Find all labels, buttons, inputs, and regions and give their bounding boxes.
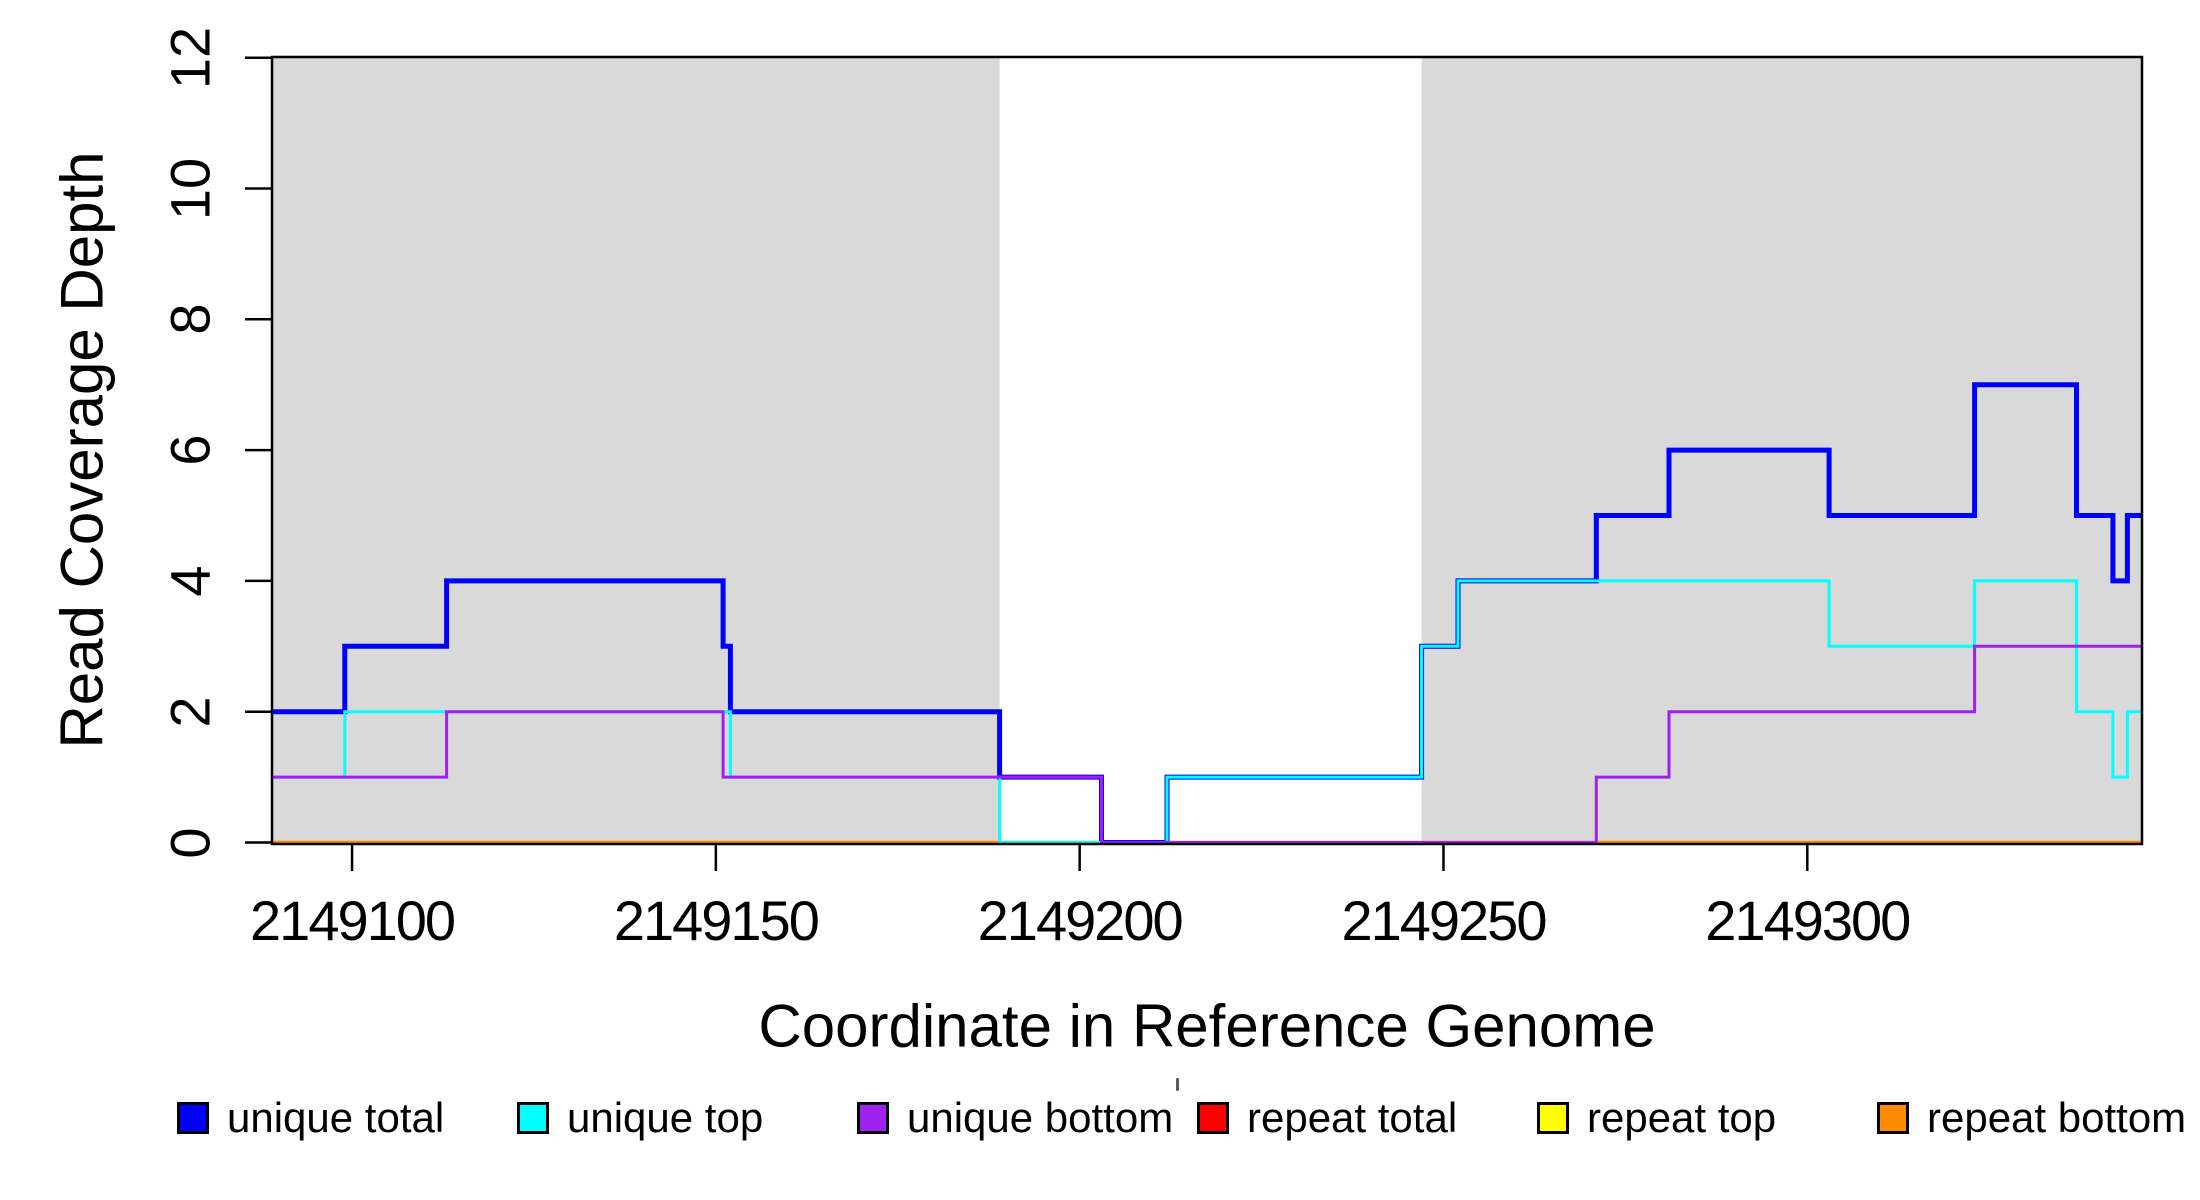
y-tick-label: 4 <box>158 565 222 597</box>
y-tick-label: 12 <box>158 26 222 89</box>
legend-item: unique total <box>177 1094 445 1141</box>
x-tick-label: 2149150 <box>613 889 820 952</box>
legend-swatch-repeat-bottom <box>1877 1102 1909 1134</box>
y-tick-label: 2 <box>158 696 222 728</box>
y-tick-label: 6 <box>158 434 222 466</box>
legend-swatch-unique-bottom <box>857 1102 889 1134</box>
legend-swatch-unique-top <box>517 1102 549 1134</box>
y-tick-label: 8 <box>158 303 222 335</box>
y-axis-title: Read Coverage Depth <box>48 151 116 749</box>
stray-mark <box>1176 1078 1179 1091</box>
x-tick-label: 2149200 <box>977 889 1184 952</box>
legend-item: repeat total <box>1197 1094 1458 1141</box>
legend-label: repeat top <box>1587 1094 1777 1141</box>
legend-swatch-repeat-total <box>1197 1102 1229 1134</box>
legend-item: unique top <box>517 1094 764 1141</box>
legend-swatch-repeat-top <box>1537 1102 1569 1134</box>
legend-label: unique total <box>227 1094 445 1141</box>
legend-swatch-unique-total <box>177 1102 209 1134</box>
x-axis-title: Coordinate in Reference Genome <box>758 992 1656 1060</box>
legend-label: repeat bottom <box>1927 1094 2187 1141</box>
y-tick-label: 10 <box>158 157 222 220</box>
legend-item: repeat bottom <box>1877 1094 2187 1141</box>
x-tick-label: 2149100 <box>250 889 456 952</box>
series-unique-bottom <box>272 644 2142 844</box>
shaded-region <box>272 57 1000 844</box>
legend-label: unique top <box>567 1094 764 1141</box>
y-tick-label: 0 <box>158 826 222 859</box>
legend-label: unique bottom <box>907 1094 1174 1141</box>
series-unique-top <box>272 579 2142 844</box>
x-tick-label: 2149300 <box>1705 889 1911 952</box>
legend-label: repeat total <box>1247 1094 1458 1141</box>
legend: unique total unique top unique bottom repea… <box>0 1094 2200 1141</box>
legend-item: repeat top <box>1537 1094 1777 1141</box>
x-tick-label: 2149250 <box>1341 889 1547 952</box>
legend-item: unique bottom <box>857 1094 1174 1141</box>
